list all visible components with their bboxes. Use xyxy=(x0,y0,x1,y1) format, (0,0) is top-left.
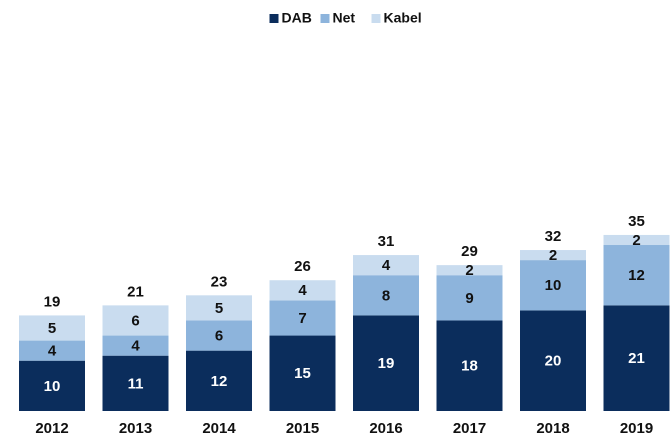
bar-segment xyxy=(436,275,503,321)
bar-segment xyxy=(520,260,586,311)
data-label: 20 xyxy=(545,353,562,370)
data-label: 8 xyxy=(382,287,390,304)
bar-segment xyxy=(603,245,670,306)
bar-segment xyxy=(353,315,419,411)
data-label: 4 xyxy=(382,257,391,274)
total-label: 32 xyxy=(545,228,562,245)
total-label: 29 xyxy=(461,243,478,260)
bar-segment xyxy=(269,335,336,411)
x-tick-label: 2014 xyxy=(202,420,236,436)
total-label: 31 xyxy=(378,233,395,250)
data-label: 2 xyxy=(465,262,473,279)
data-label: 6 xyxy=(131,312,139,329)
data-label: 11 xyxy=(128,375,144,392)
total-label: 23 xyxy=(211,273,228,290)
data-label: 2 xyxy=(549,247,557,264)
total-label: 21 xyxy=(127,283,144,300)
bar-segment xyxy=(436,265,503,276)
bar-segment xyxy=(269,280,336,301)
bar-segment xyxy=(353,255,419,276)
data-label: 19 xyxy=(378,355,395,372)
bar-segment xyxy=(19,315,85,341)
legend-swatch xyxy=(320,14,330,23)
bar-segment xyxy=(520,310,586,411)
data-label: 12 xyxy=(211,373,228,390)
x-tick-label: 2019 xyxy=(620,420,653,436)
legend-swatch xyxy=(371,14,381,23)
bar-segment xyxy=(353,275,419,316)
data-label: 4 xyxy=(298,282,307,299)
data-label: 7 xyxy=(298,310,306,327)
x-tick-label: 2016 xyxy=(369,420,402,436)
bar-segment xyxy=(102,305,169,336)
bar-segment xyxy=(269,300,336,336)
data-label: 9 xyxy=(465,290,473,307)
x-tick-label: 2018 xyxy=(536,420,569,436)
bar-segment xyxy=(186,350,252,411)
bar-segment xyxy=(603,234,670,246)
data-label: 10 xyxy=(545,277,562,294)
bar-segment xyxy=(186,320,252,351)
bar-segment xyxy=(102,355,169,411)
data-label: 10 xyxy=(44,378,61,395)
bar-segment xyxy=(186,295,252,321)
bar-segment xyxy=(19,360,85,411)
data-label: 2 xyxy=(632,232,640,249)
x-tick-label: 2015 xyxy=(286,420,319,436)
legend-label: DAB xyxy=(282,10,312,26)
total-label: 35 xyxy=(628,213,645,230)
total-label: 26 xyxy=(294,258,311,275)
legend-swatch xyxy=(269,14,279,23)
x-tick-label: 2012 xyxy=(35,420,68,436)
data-label: 5 xyxy=(48,320,56,337)
data-label: 15 xyxy=(294,365,311,382)
legend-label: Kabel xyxy=(384,10,422,26)
data-label: 4 xyxy=(48,343,57,360)
total-label: 19 xyxy=(44,293,61,310)
legend-label: Net xyxy=(333,10,356,26)
bar-segment xyxy=(102,335,169,356)
data-label: 6 xyxy=(215,328,223,345)
data-label: 18 xyxy=(461,358,478,375)
data-label: 5 xyxy=(215,300,223,317)
data-label: 12 xyxy=(628,267,645,284)
bar-segment xyxy=(603,305,670,411)
data-label: 4 xyxy=(131,338,140,355)
bar-segment xyxy=(19,340,85,361)
x-tick-label: 2017 xyxy=(453,420,486,436)
bar-segment xyxy=(520,250,586,261)
bar-segment xyxy=(436,320,503,411)
x-tick-label: 2013 xyxy=(119,420,152,436)
data-label: 21 xyxy=(628,350,645,367)
